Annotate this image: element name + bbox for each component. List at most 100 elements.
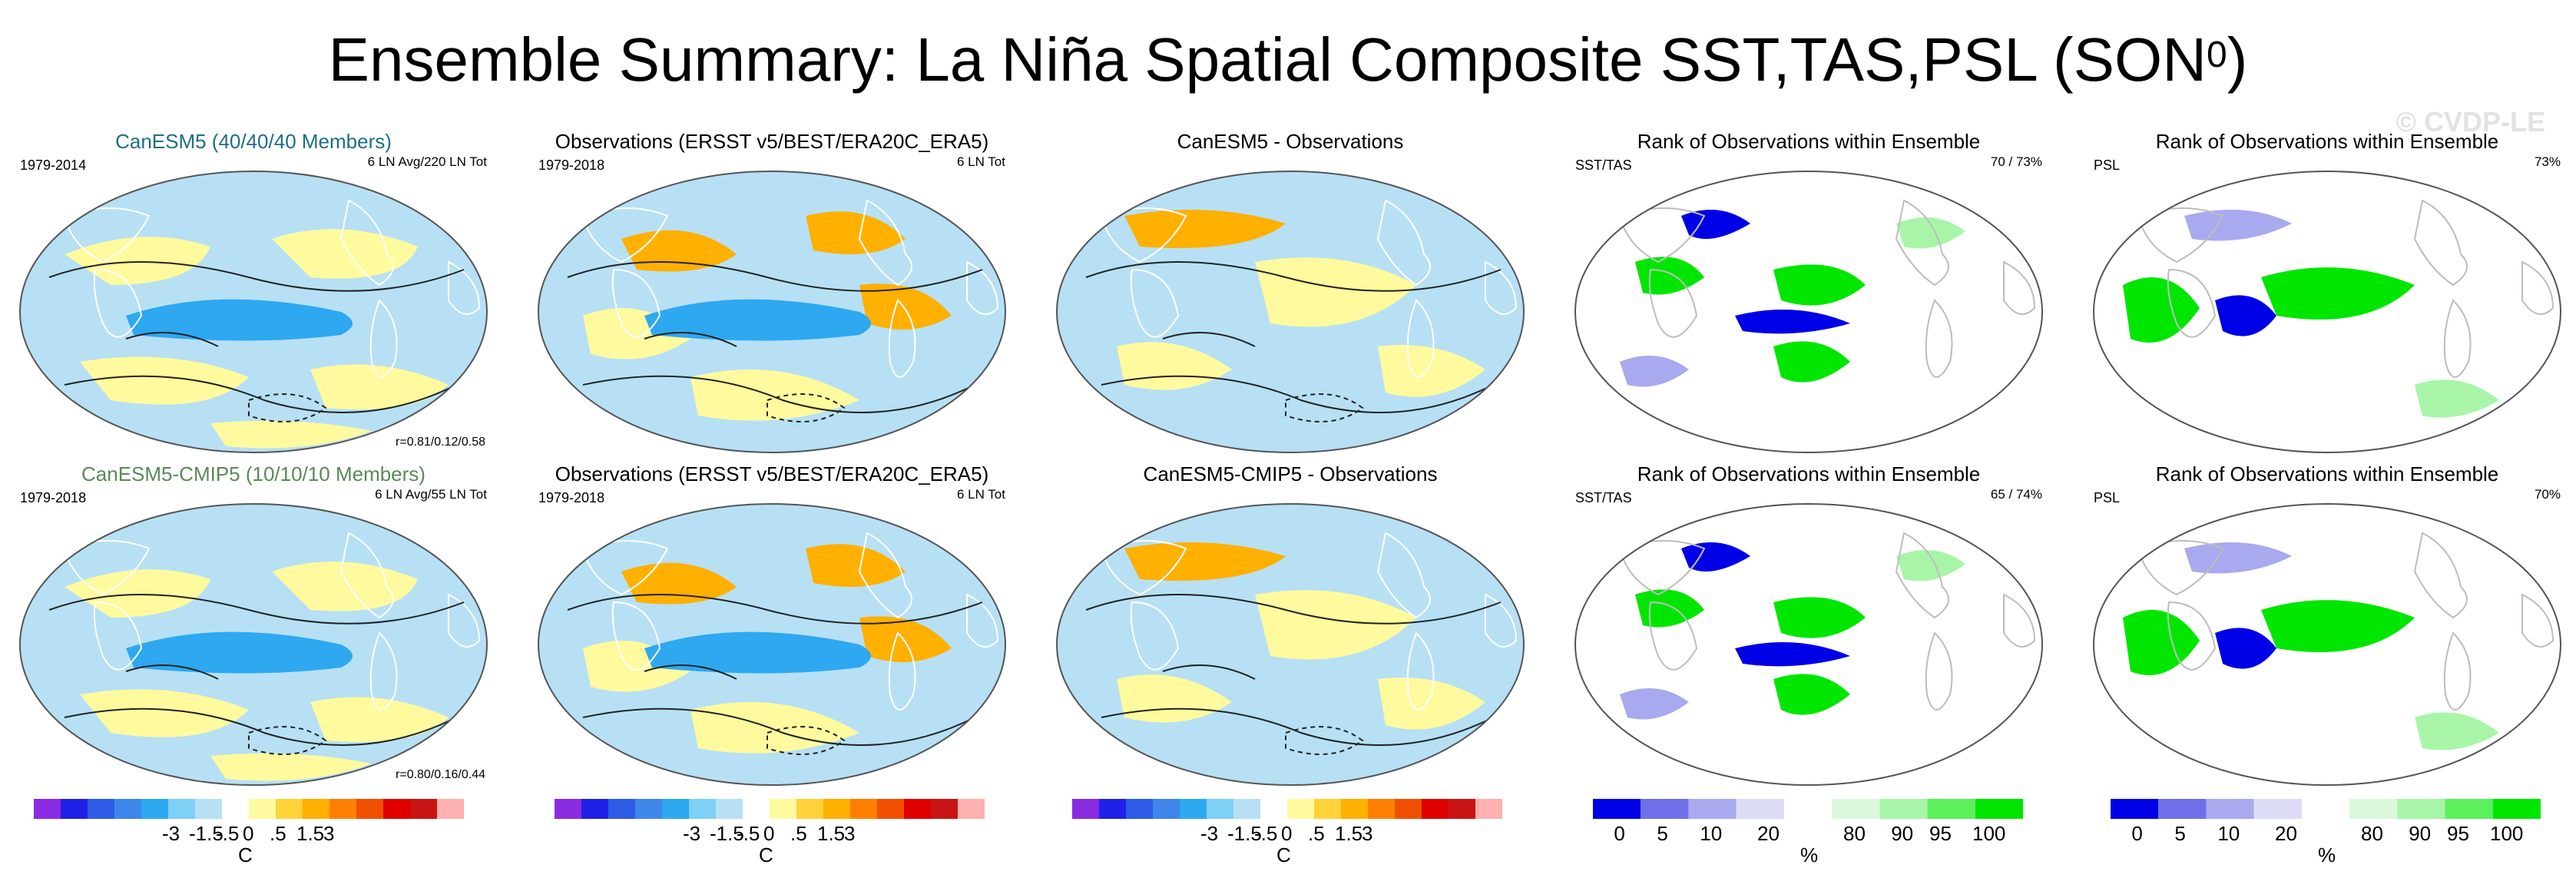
psl-contour bbox=[767, 726, 846, 755]
panel-left-label: SST/TAS bbox=[1575, 490, 1632, 505]
anomaly-region bbox=[310, 697, 449, 742]
colorbar-unit: C bbox=[1276, 843, 1291, 866]
panel-title: Rank of Observations within Ensemble bbox=[2155, 130, 2499, 153]
panel-title: Rank of Observations within Ensemble bbox=[2155, 462, 2499, 485]
colorbar-swatch bbox=[1126, 799, 1153, 819]
coastline bbox=[2137, 207, 2224, 263]
colorbar-swatch bbox=[958, 799, 985, 819]
map-border bbox=[538, 171, 1006, 453]
coastline bbox=[2167, 268, 2217, 338]
colorbar-swatch bbox=[1233, 799, 1260, 819]
panel-right-label: 6 LN Tot bbox=[956, 487, 1005, 502]
colorbar-swatch bbox=[581, 799, 608, 819]
map-panel-9: Rank of Observations within Ensemble SST/… bbox=[1563, 459, 2055, 805]
colorbar-swatch bbox=[1832, 799, 1880, 819]
colorbar-tick-label: 3 bbox=[1362, 822, 1373, 845]
anomaly-region bbox=[1681, 210, 1750, 239]
psl-contour bbox=[767, 393, 846, 422]
colorbar-swatch bbox=[2301, 799, 2350, 819]
colorbar-swatch bbox=[1207, 799, 1233, 819]
colorbar-swatch bbox=[34, 799, 61, 819]
coastline bbox=[369, 299, 398, 378]
colorbar-swatch bbox=[823, 799, 850, 819]
map-rankpsl-4 bbox=[2093, 171, 2561, 453]
anomaly-region bbox=[210, 420, 372, 449]
map-rank-8 bbox=[1574, 503, 2043, 786]
anomaly-region bbox=[1635, 589, 1704, 628]
colorbar-swatch bbox=[356, 799, 383, 819]
coastline bbox=[93, 268, 143, 338]
psl-contour bbox=[1101, 375, 1494, 413]
psl-contour bbox=[1285, 726, 1364, 755]
panel-right-label: 6 LN Avg/220 LN Tot bbox=[367, 154, 487, 169]
panel-correlation-label: r=0.80/0.16/0.44 bbox=[396, 768, 485, 781]
coastline bbox=[2003, 260, 2036, 315]
colorbar-swatch bbox=[1099, 799, 1126, 819]
map-temp-0 bbox=[19, 171, 488, 453]
colorbar-tick-label: -3 bbox=[162, 822, 180, 845]
psl-contour bbox=[48, 594, 465, 625]
coastline bbox=[448, 593, 481, 648]
colorbar-tick-label: 10 bbox=[2217, 822, 2240, 845]
colorbar-tick-label: -.5 bbox=[216, 822, 240, 845]
anomaly-region bbox=[1124, 542, 1286, 581]
colorbar-unit: C bbox=[238, 843, 253, 866]
colorbar-swatch bbox=[1422, 799, 1449, 819]
anomaly-region bbox=[1255, 590, 1416, 660]
coastline bbox=[1895, 199, 1949, 287]
colorbar-swatch bbox=[2206, 799, 2254, 819]
colorbar-swatch bbox=[635, 799, 662, 819]
anomaly-region bbox=[2261, 267, 2415, 320]
coastline bbox=[1376, 532, 1431, 619]
anomaly-region bbox=[1378, 678, 1485, 730]
map-panel-2: Observations (ERSST v5/BEST/ERA20C_ERA5)… bbox=[526, 127, 1018, 472]
psl-contour bbox=[644, 664, 737, 680]
colorbar-swatches bbox=[1072, 799, 1502, 819]
coastline bbox=[2413, 199, 2468, 287]
panel-left-label: PSL bbox=[2094, 157, 2121, 173]
panel-left-label: SST/TAS bbox=[1575, 157, 1632, 173]
colorbar-tick-label: 95 bbox=[1929, 822, 1952, 845]
coastline bbox=[369, 631, 398, 711]
psl-contour bbox=[1285, 393, 1364, 422]
psl-contour bbox=[64, 375, 457, 413]
colorbar-swatch bbox=[88, 799, 114, 819]
colorbar-tick-label: 10 bbox=[1700, 822, 1723, 845]
panel-right-label: 73% bbox=[2534, 154, 2561, 169]
colorbar-swatch bbox=[1072, 799, 1099, 819]
colorbar-tick-label: 20 bbox=[2275, 822, 2297, 845]
map-temp-5 bbox=[19, 503, 488, 786]
anomaly-region bbox=[1896, 550, 1965, 582]
colorbar-swatch bbox=[1287, 799, 1314, 819]
coastline bbox=[1485, 593, 1518, 648]
colorbar-tick-label: 100 bbox=[2490, 822, 2524, 845]
colorbar-tick-label: .5 bbox=[1308, 822, 1325, 845]
anomaly-region bbox=[859, 283, 952, 330]
anomaly-region bbox=[2415, 712, 2499, 750]
anomaly-region bbox=[644, 299, 871, 341]
panel-title: CanESM5-CMIP5 - Observations bbox=[1143, 462, 1438, 485]
panel-title: Observations (ERSST v5/BEST/ERA20C_ERA5) bbox=[555, 462, 989, 485]
colorbar-swatches bbox=[2111, 799, 2541, 819]
map-border bbox=[19, 171, 488, 453]
coastline bbox=[63, 207, 151, 263]
colorbar-swatch bbox=[689, 799, 716, 819]
colorbar-tick-label: -1.5 bbox=[710, 822, 744, 845]
map-diff-7 bbox=[1056, 503, 1525, 786]
colorbar-swatch bbox=[141, 799, 168, 819]
coastline bbox=[611, 601, 661, 671]
map-panel-5: Rank of Observations within Ensemble PSL 7… bbox=[2081, 127, 2573, 472]
coastline bbox=[1895, 532, 1949, 619]
colorbar-swatch bbox=[276, 799, 303, 819]
colorbar-rank-2: 0 5 10 20 80 90 95 100% bbox=[2111, 799, 2556, 866]
panel-right-label: 65 / 74% bbox=[1990, 487, 2042, 502]
psl-contour bbox=[644, 332, 737, 347]
map-temp-1 bbox=[538, 171, 1006, 453]
colorbar-swatches bbox=[555, 799, 985, 819]
coastline bbox=[2521, 260, 2554, 315]
colorbar-swatches bbox=[1593, 799, 2023, 819]
anomaly-region bbox=[806, 544, 906, 587]
colorbar-swatch bbox=[555, 799, 581, 819]
coastline bbox=[1618, 207, 1706, 263]
colorbar-tick-label: 5 bbox=[2174, 822, 2186, 845]
